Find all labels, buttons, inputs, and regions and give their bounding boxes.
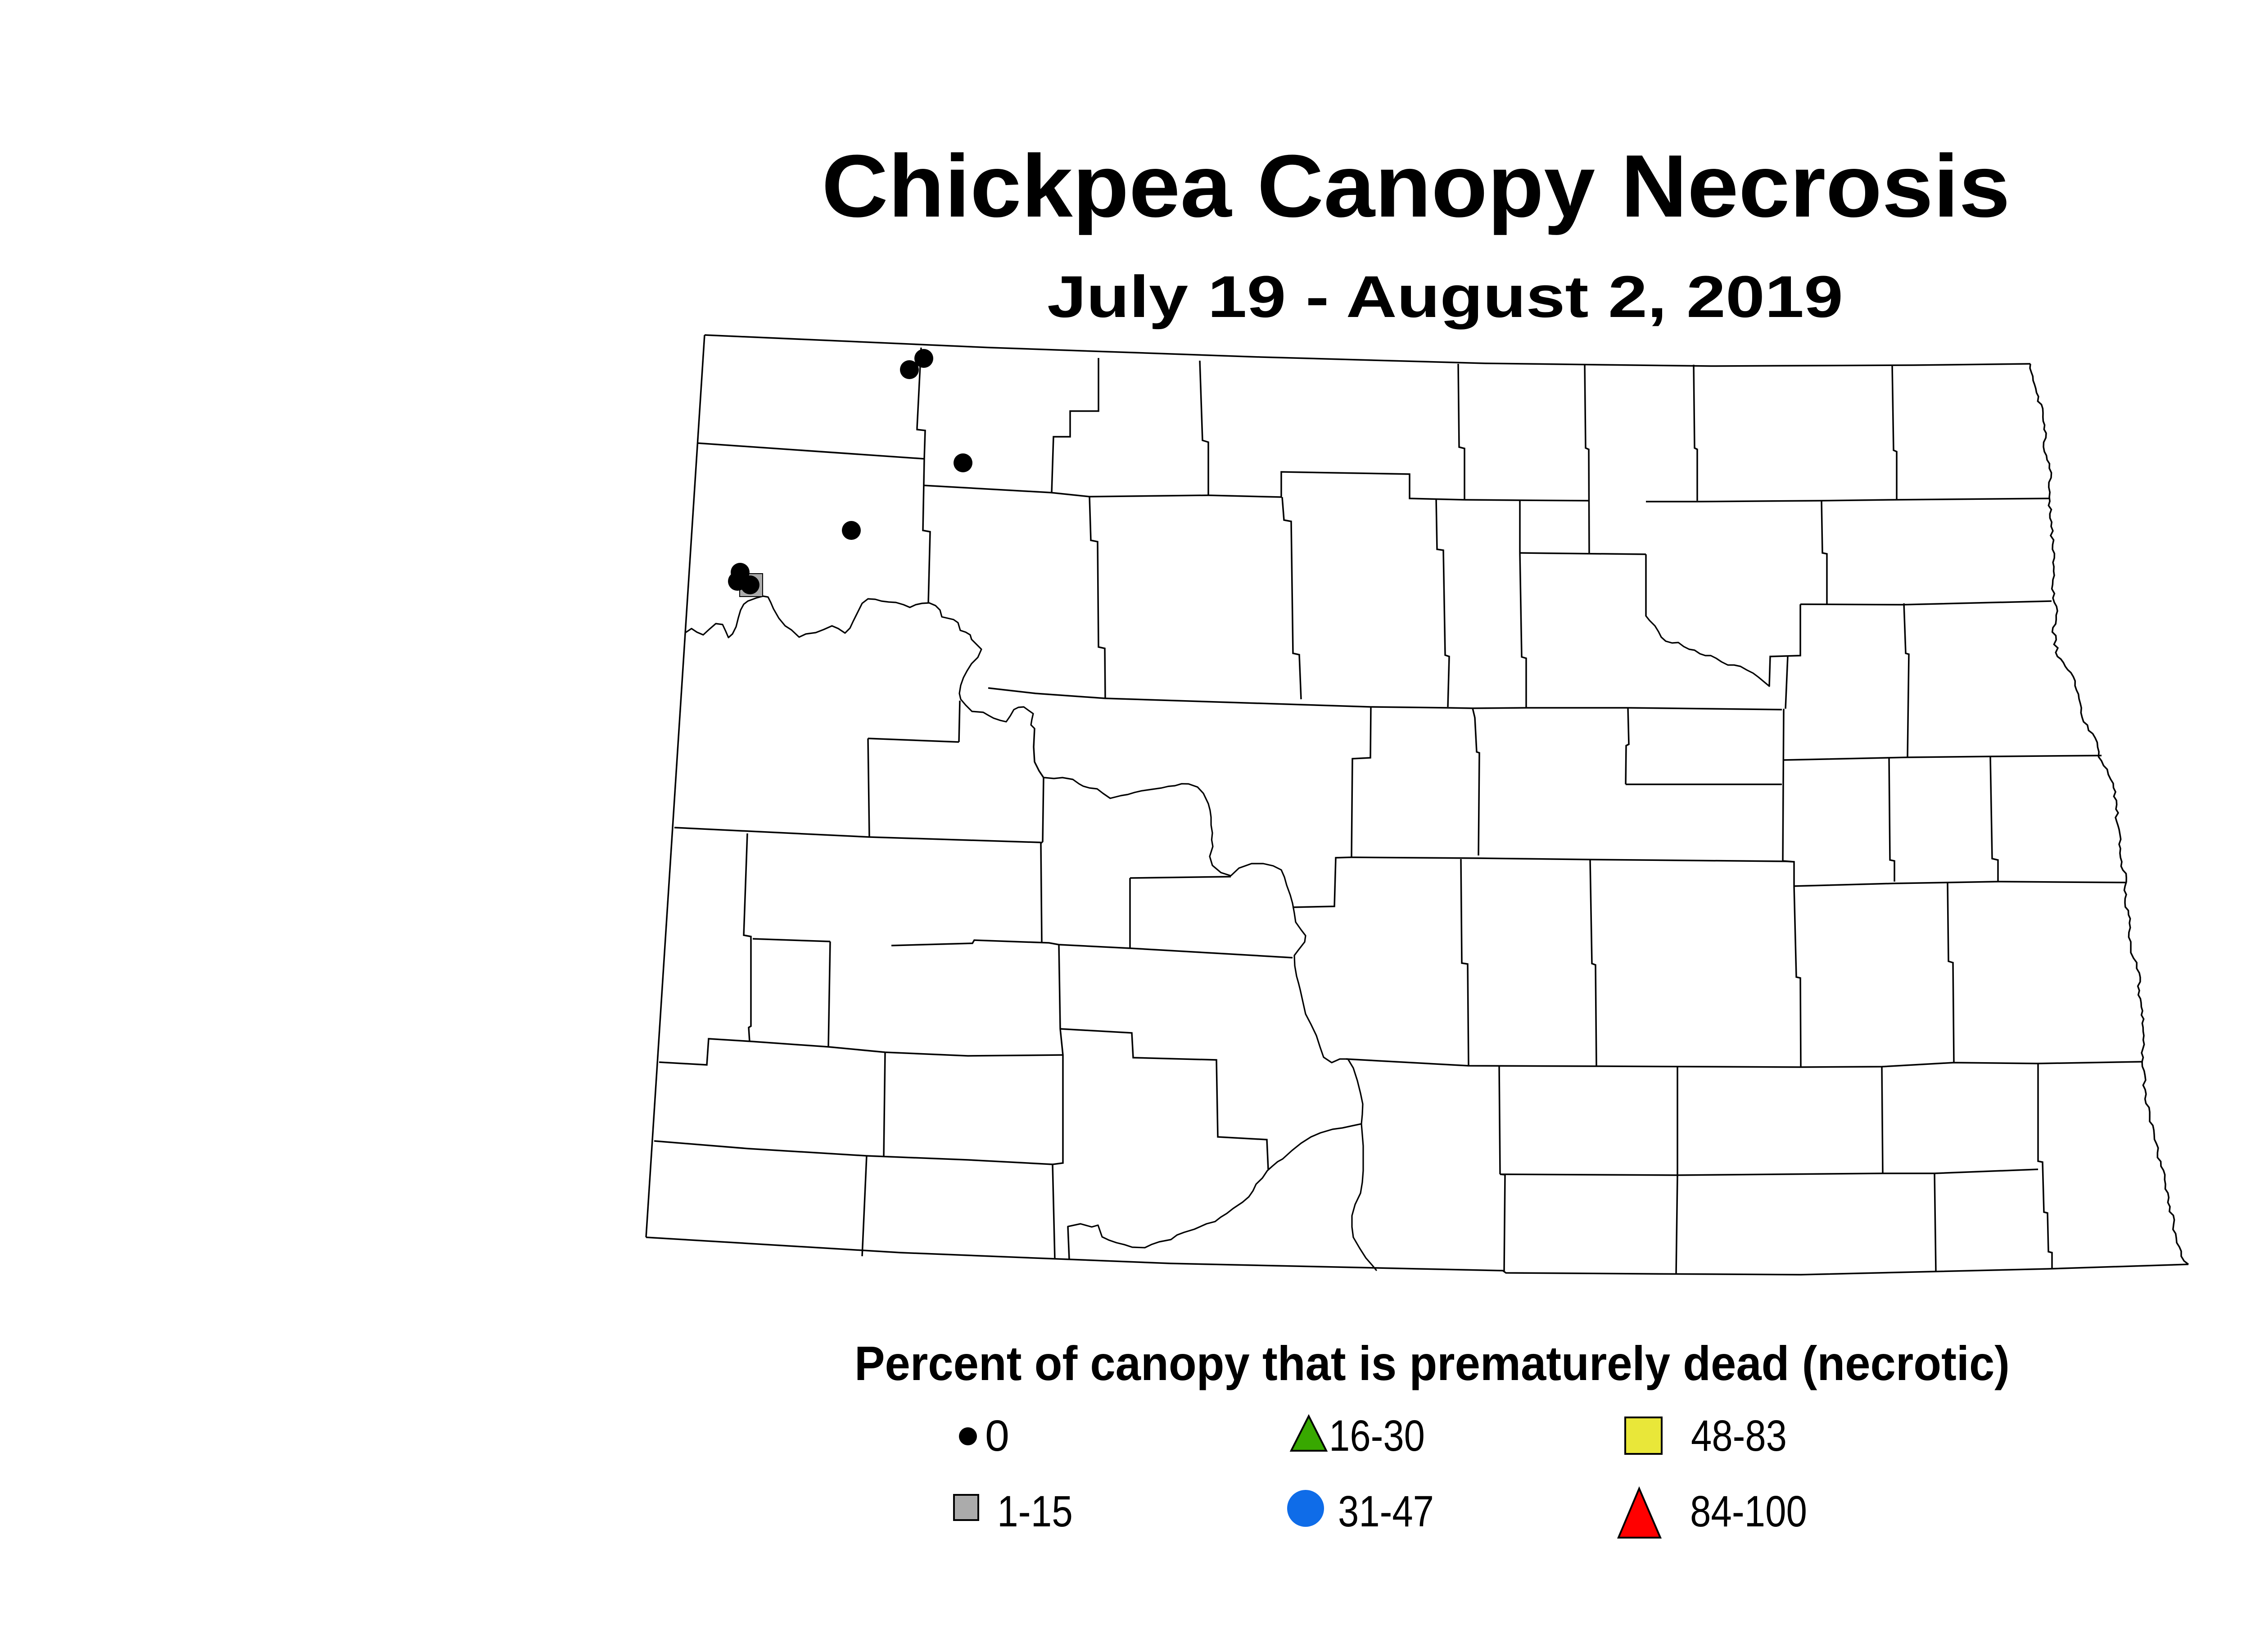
svg-text:Chickpea Canopy Necrosis: Chickpea Canopy Necrosis — [822, 136, 2010, 235]
svg-text:Percent of canopy that is prem: Percent of canopy that is prematurely de… — [854, 1336, 2010, 1390]
svg-text:16-30: 16-30 — [1329, 1411, 1425, 1460]
svg-text:48-83: 48-83 — [1691, 1411, 1787, 1460]
svg-text:0: 0 — [985, 1411, 1009, 1460]
svg-text:84-100: 84-100 — [1690, 1487, 1807, 1536]
svg-text:July 19 - August 2, 2019: July 19 - August 2, 2019 — [1047, 263, 1843, 330]
svg-text:1-15: 1-15 — [997, 1487, 1073, 1536]
svg-text:31-47: 31-47 — [1338, 1487, 1434, 1536]
